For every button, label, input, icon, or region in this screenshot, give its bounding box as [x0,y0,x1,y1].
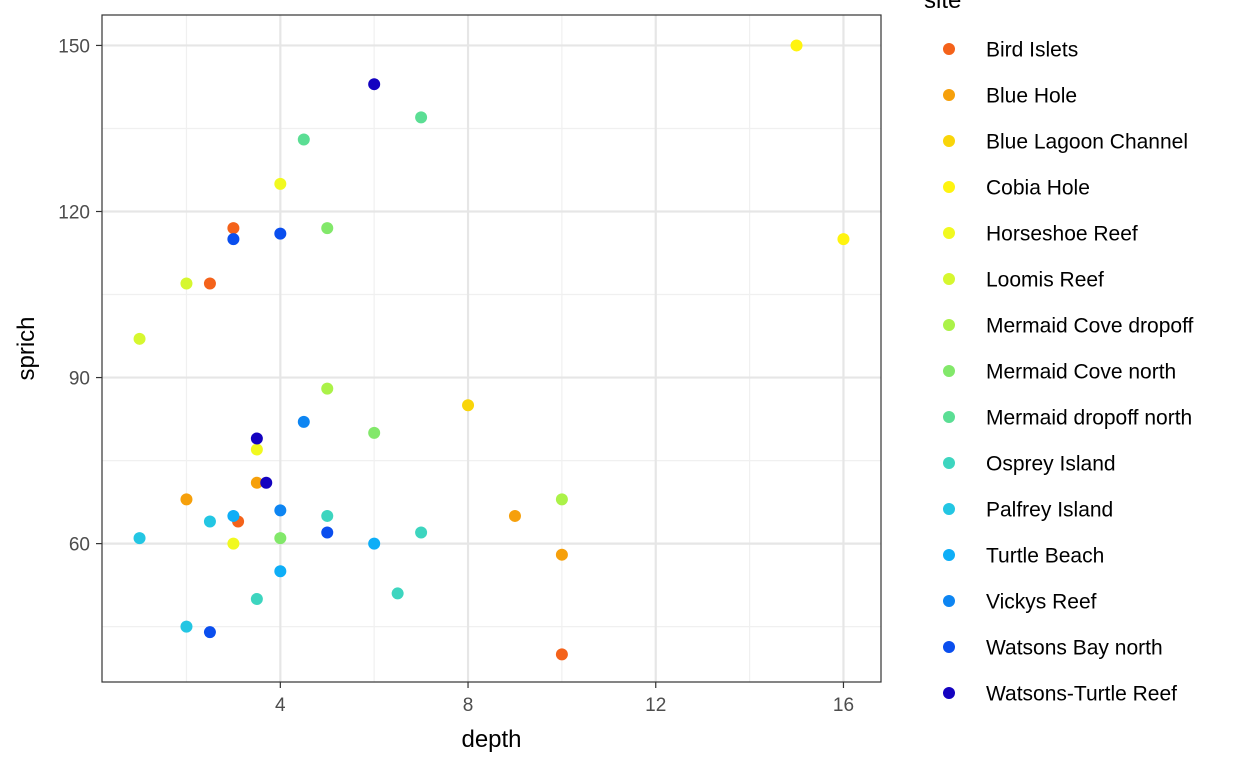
plot-panel [102,15,881,682]
legend-key [943,595,955,607]
legend: site Bird Islets Blue Hole Blue Lagoon Cha… [924,0,1194,706]
legend-key [943,641,955,653]
legend-key [943,687,955,699]
data-point [274,177,287,190]
y-tick-label: 90 [69,369,90,390]
legend-label: Vickys Reef [986,591,1097,614]
plot-border [101,14,882,683]
legend-label: Turtle Beach [986,545,1104,568]
data-point [274,565,287,578]
legend-key [943,411,955,423]
legend-key [943,227,955,239]
data-point [260,476,273,489]
legend-key [943,89,955,101]
legend-label: Watsons Bay north [986,637,1163,660]
data-point [250,592,263,605]
data-point [415,526,428,539]
legend-label: Loomis Reef [986,269,1104,292]
data-point [368,426,381,439]
y-axis-ticks: 60 90 120 150 [58,36,102,556]
data-point [180,620,193,633]
data-point [274,532,287,545]
legend-label: Osprey Island [986,453,1116,476]
legend-label: Blue Lagoon Channel [986,131,1188,154]
legend-label: Horseshoe Reef [986,223,1138,246]
x-tick-label: 8 [463,695,474,716]
x-tick-label: 4 [275,695,286,716]
data-point [555,548,568,561]
data-point [415,111,428,124]
data-point [274,227,287,240]
legend-label: Mermaid Cove north [986,361,1176,384]
data-point [203,515,216,528]
legend-label: Bird Islets [986,39,1078,62]
legend-title: site [924,0,961,14]
data-point [508,509,521,522]
legend-key [943,365,955,377]
data-point [790,39,803,52]
y-tick-label: 120 [58,203,90,224]
data-point [297,415,310,428]
y-tick-label: 60 [69,535,90,556]
data-point [555,493,568,506]
data-point [250,432,263,445]
data-point [203,626,216,639]
data-point [203,277,216,290]
data-point [321,222,334,235]
data-point [274,504,287,517]
data-point [321,509,334,522]
data-point [227,222,240,235]
x-tick-label: 12 [645,695,666,716]
data-point [321,382,334,395]
legend-items: Bird Islets Blue Hole Blue Lagoon Channel C… [943,39,1194,706]
legend-key [943,503,955,515]
data-point [368,537,381,550]
data-point [180,493,193,506]
data-point [321,526,334,539]
data-point [391,587,404,600]
data-point [368,78,381,91]
legend-label: Palfrey Island [986,499,1113,522]
data-point [227,233,240,246]
data-point [462,399,475,412]
legend-label: Mermaid Cove dropoff [986,315,1194,338]
data-points [133,39,850,661]
legend-key [943,549,955,561]
data-point [297,133,310,146]
data-point [133,332,146,345]
legend-label: Cobia Hole [986,177,1090,200]
x-axis-title: depth [461,726,521,753]
x-axis-ticks: 4 8 12 16 [275,682,854,716]
y-tick-label: 150 [58,36,90,57]
data-point [250,443,263,456]
panel-background [102,15,881,682]
legend-key [943,43,955,55]
y-axis-title: sprich [13,316,40,380]
legend-key [943,319,955,331]
legend-label: Watsons-Turtle Reef [986,683,1177,706]
legend-label: Mermaid dropoff north [986,407,1192,430]
gridlines [102,15,881,682]
data-point [837,233,850,246]
legend-key [943,181,955,193]
legend-key [943,457,955,469]
data-point [250,476,263,489]
data-point [555,648,568,661]
data-point [133,532,146,545]
legend-key [943,273,955,285]
data-point [227,509,240,522]
legend-label: Blue Hole [986,85,1077,108]
data-point [180,277,193,290]
x-tick-label: 16 [833,695,854,716]
data-point [227,537,240,550]
legend-key [943,135,955,147]
